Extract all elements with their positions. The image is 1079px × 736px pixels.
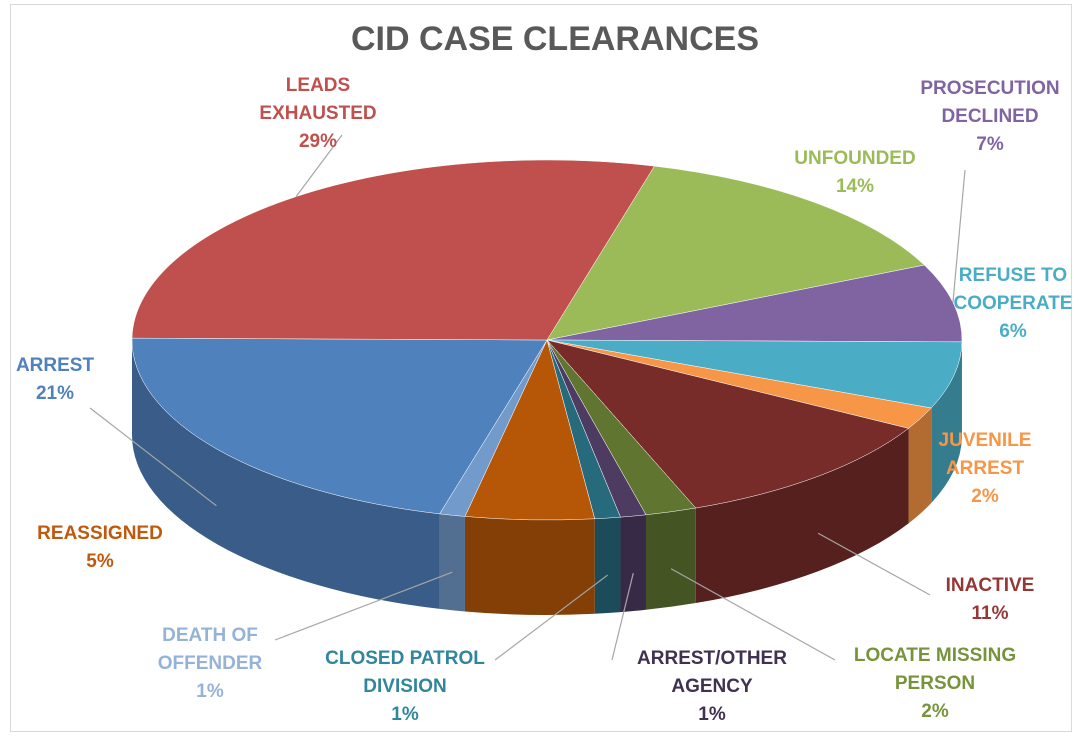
value-label: 29% <box>233 128 403 156</box>
slice-side <box>620 515 646 612</box>
slice-side <box>440 514 465 612</box>
slice-side <box>646 508 696 610</box>
category-label: LOCATE MISSING PERSON <box>850 642 1020 698</box>
category-label: REFUSE TO COOPERATE <box>928 262 1079 318</box>
category-label: ARREST <box>0 352 140 380</box>
category-label: ARREST/OTHER AGENCY <box>627 645 797 701</box>
value-label: 7% <box>905 131 1075 159</box>
value-label: 21% <box>0 380 140 408</box>
value-label: 2% <box>850 698 1020 726</box>
chart-title: CID CASE CLEARANCES <box>280 20 830 59</box>
value-label: 6% <box>928 318 1079 346</box>
category-label: INACTIVE <box>905 572 1075 600</box>
value-label: 14% <box>770 173 940 201</box>
category-label: REASSIGNED <box>15 520 185 548</box>
slice-side <box>595 517 621 614</box>
value-label: 1% <box>125 678 295 706</box>
value-label: 11% <box>905 600 1075 628</box>
value-label: 5% <box>15 548 185 576</box>
value-label: 1% <box>320 701 490 729</box>
category-label: PROSECUTION DECLINED <box>905 75 1075 131</box>
page: {"chart_data": {"type": "pie3d", "title"… <box>0 0 1079 736</box>
category-label: DEATH OF OFFENDER <box>125 622 295 678</box>
value-label: 2% <box>900 483 1070 511</box>
category-label: JUVENILE ARREST <box>900 427 1070 483</box>
value-label: 1% <box>627 701 797 729</box>
category-label: LEADS EXHAUSTED <box>233 72 403 128</box>
category-label: CLOSED PATROL DIVISION <box>320 645 490 701</box>
